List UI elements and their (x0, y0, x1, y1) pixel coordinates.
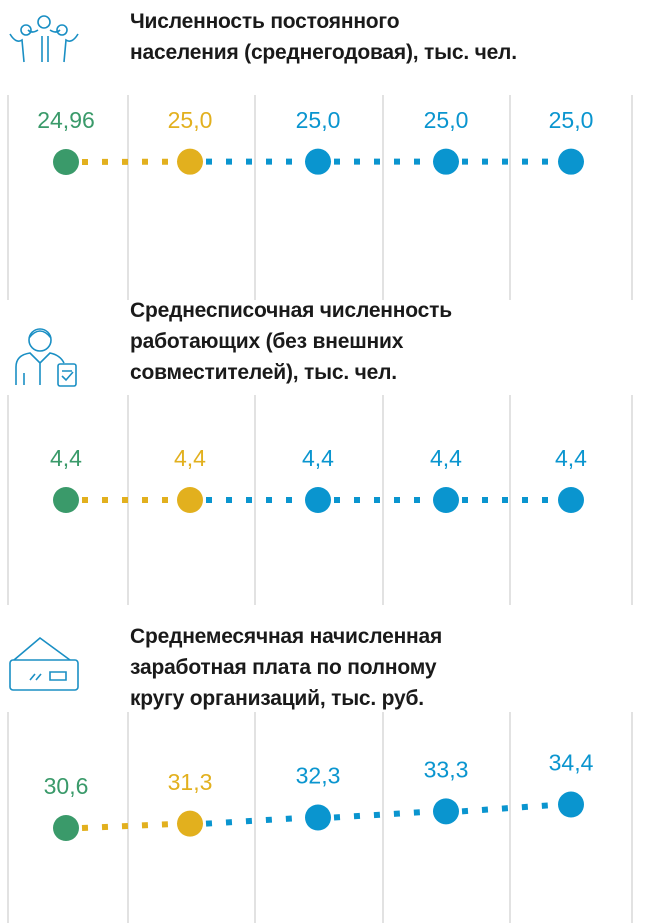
data-point (177, 487, 203, 513)
data-point (433, 487, 459, 513)
value-label: 31,3 (168, 769, 213, 795)
data-point (558, 791, 584, 818)
data-point (558, 148, 584, 175)
value-label: 30,6 (44, 773, 89, 799)
card-icon (9, 636, 79, 691)
data-point (305, 487, 331, 513)
data-point (305, 148, 331, 175)
dotted-connector (461, 801, 562, 815)
value-label: 25,0 (168, 107, 213, 133)
data-point (558, 487, 584, 513)
data-point (177, 810, 203, 837)
chart-title: Среднемесячная начисленная заработная пл… (130, 625, 443, 710)
value-label: 25,0 (424, 107, 469, 133)
worker-icon (15, 328, 77, 387)
value-label: 34,4 (549, 750, 594, 776)
value-label: 33,3 (424, 756, 469, 782)
data-point (305, 804, 331, 831)
value-label: 25,0 (296, 107, 341, 133)
data-point (53, 487, 79, 513)
dotted-connector (205, 814, 309, 827)
value-label: 4,4 (555, 445, 587, 471)
value-label: 4,4 (174, 445, 206, 471)
people-icon (9, 15, 79, 63)
chart-title: Численность постоянного населения (средн… (130, 10, 517, 64)
value-label: 25,0 (549, 107, 594, 133)
value-label: 4,4 (50, 445, 82, 471)
data-point (53, 149, 79, 175)
chart-title: Среднесписочная численность работающих (… (130, 299, 452, 384)
data-point (433, 798, 459, 825)
value-label: 24,96 (37, 107, 95, 133)
data-point (433, 148, 459, 175)
data-point (177, 148, 203, 175)
dotted-connector (81, 820, 181, 831)
value-label: 32,3 (296, 763, 341, 789)
value-label: 4,4 (302, 445, 334, 471)
dotted-connector (333, 808, 437, 821)
data-point (53, 815, 79, 841)
value-label: 4,4 (430, 445, 462, 471)
